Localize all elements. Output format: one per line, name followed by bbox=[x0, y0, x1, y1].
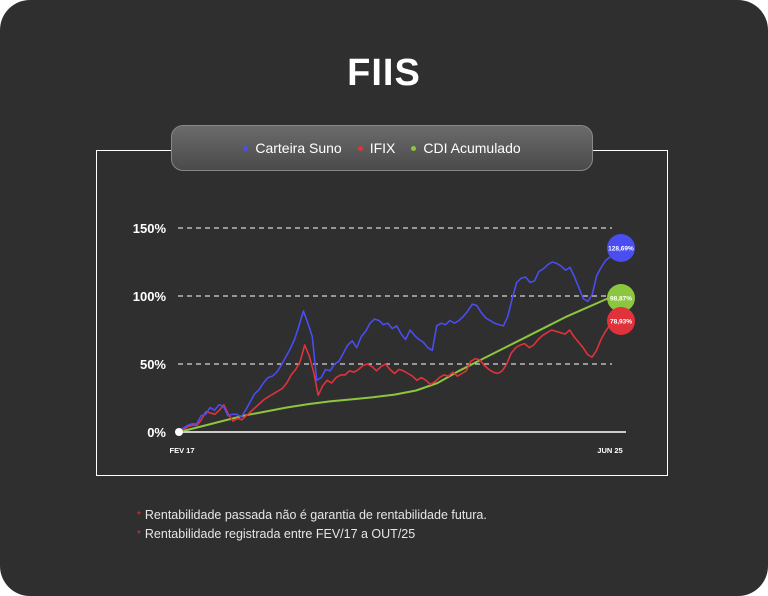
footnote: * Rentabilidade passada não é garantia de… bbox=[137, 508, 487, 522]
page-title: FIIS bbox=[347, 52, 421, 94]
legend-item-cdi-acumulado[interactable]: CDI Acumulado bbox=[411, 140, 521, 156]
end-value-label: 78,93% bbox=[610, 319, 632, 326]
asterisk-icon: * bbox=[137, 529, 141, 540]
end-value-bubble bbox=[607, 234, 635, 262]
series-line-cdi-acumulado bbox=[178, 296, 611, 433]
end-labels: 128,69% 98,87% 78,93% bbox=[607, 234, 635, 335]
end-value-bubble bbox=[607, 307, 635, 335]
legend-label: CDI Acumulado bbox=[423, 140, 521, 156]
x-tick-label: FEV 17 bbox=[169, 446, 194, 455]
y-tick-label: 50% bbox=[140, 357, 166, 372]
series-lines bbox=[175, 256, 611, 436]
legend-item-ifix[interactable]: IFIX bbox=[357, 140, 396, 156]
series-line-carteira-suno bbox=[178, 256, 611, 433]
origin-dot bbox=[175, 428, 183, 436]
axes: 0% 50% 100% 150% FEV 17 JUN 25 bbox=[133, 221, 626, 455]
chart-legend: Carteira Suno IFIX CDI Acumulado bbox=[171, 125, 593, 171]
y-tick-label: 100% bbox=[133, 289, 167, 304]
legend-dot-icon bbox=[357, 145, 363, 151]
legend-item-carteira-suno[interactable]: Carteira Suno bbox=[243, 140, 342, 156]
x-tick-label: JUN 25 bbox=[597, 446, 622, 455]
legend-label: Carteira Suno bbox=[255, 140, 342, 156]
legend-dot-icon bbox=[411, 145, 417, 151]
end-value-bubble bbox=[607, 284, 635, 312]
y-tick-label: 150% bbox=[133, 221, 167, 236]
footnote: * Rentabilidade registrada entre FEV/17 a… bbox=[137, 527, 416, 541]
series-line-ifix bbox=[178, 323, 611, 433]
footnotes: * Rentabilidade passada não é garantia de… bbox=[137, 506, 487, 544]
asterisk-icon: * bbox=[137, 510, 141, 521]
grid-lines bbox=[178, 227, 612, 365]
end-value-label: 98,87% bbox=[610, 296, 632, 303]
end-value-label: 128,69% bbox=[608, 246, 634, 253]
legend-label: IFIX bbox=[369, 140, 396, 156]
legend-dot-icon bbox=[243, 145, 249, 151]
y-tick-label: 0% bbox=[147, 425, 166, 440]
